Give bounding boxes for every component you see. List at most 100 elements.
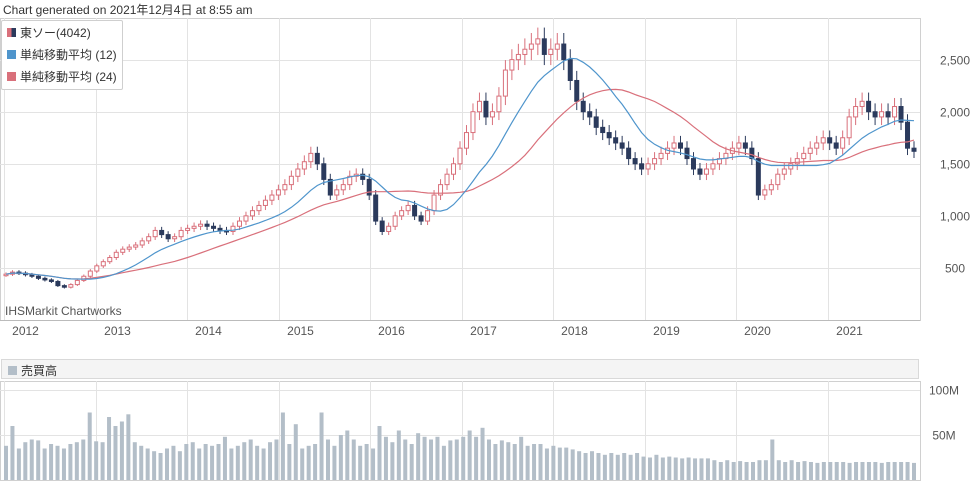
candle-body <box>652 158 658 165</box>
volume-bar <box>590 451 595 480</box>
candle-body <box>100 261 106 267</box>
volume-bar <box>602 454 607 480</box>
year-tick-label: 2021 <box>836 324 863 338</box>
candle-body <box>152 229 158 238</box>
candle-body <box>113 251 119 259</box>
volume-bar <box>448 440 453 480</box>
volume-bar <box>409 444 414 480</box>
candle-body <box>703 168 709 175</box>
volume-legend-label: 売買高 <box>21 364 58 378</box>
volume-bar <box>119 421 124 480</box>
candle-body <box>762 189 768 196</box>
legend-item-ma24[interactable]: 単純移動平均 (24) <box>7 67 117 85</box>
candle-body <box>269 194 275 201</box>
candle-body <box>736 142 742 149</box>
candle-body <box>801 152 807 160</box>
year-tick-label: 2013 <box>104 324 131 338</box>
candle-body <box>483 100 489 118</box>
price-tick-label: 1,000 <box>940 210 970 224</box>
volume-bar <box>158 453 163 480</box>
candle-body <box>522 48 528 55</box>
volume-bar <box>622 453 627 480</box>
volume-bar <box>557 447 562 480</box>
volume-bar <box>107 417 112 480</box>
volume-bar <box>74 442 79 480</box>
volume-bar <box>647 457 652 480</box>
candle-body <box>327 178 333 196</box>
volume-bar <box>686 457 691 480</box>
candle-body <box>61 285 67 288</box>
volume-bar <box>680 458 685 480</box>
candle-body <box>678 142 684 149</box>
volume-legend-item[interactable]: 売買高 <box>8 362 57 379</box>
volume-bar <box>203 444 208 480</box>
volume-bar <box>486 439 491 480</box>
volume-bar <box>525 445 530 480</box>
volume-bar <box>345 430 350 480</box>
candle-body <box>541 38 547 55</box>
candle-body <box>301 161 307 170</box>
candle-body <box>833 142 839 149</box>
legend-item-ma12[interactable]: 単純移動平均 (12) <box>7 45 117 63</box>
candle-body <box>204 223 210 227</box>
volume-bar <box>325 439 330 480</box>
volume-bar <box>744 462 749 480</box>
volume-bar <box>454 439 459 480</box>
candle-body <box>139 240 145 246</box>
volume-bar <box>403 439 408 480</box>
volume-bar <box>274 439 279 480</box>
volume-bar <box>609 453 614 480</box>
volume-bar <box>338 435 343 480</box>
volume-bar <box>306 445 311 480</box>
candle-body <box>308 152 314 163</box>
candle-body <box>684 147 690 160</box>
volume-bar <box>364 444 369 480</box>
candle-body <box>866 100 872 113</box>
candle-body <box>658 152 664 160</box>
candle-body <box>295 168 301 177</box>
candle-body <box>321 163 327 180</box>
volume-bar <box>808 462 813 480</box>
candle-body <box>626 147 632 160</box>
candle-body <box>820 137 826 144</box>
candle-body <box>580 100 586 113</box>
volume-bar <box>23 442 28 480</box>
candle-body <box>68 284 74 288</box>
volume-bar <box>583 453 588 480</box>
volume-bar <box>512 444 517 480</box>
candle-body <box>94 265 100 272</box>
candle-body <box>645 163 651 170</box>
volume-bar <box>673 457 678 480</box>
volume-bar <box>757 460 762 480</box>
legend-item-price[interactable]: 東ソー(4042) <box>7 23 91 41</box>
volume-bar <box>164 448 169 480</box>
candle-body <box>159 229 165 236</box>
candle-body <box>632 158 638 165</box>
price-tick-label: 2,500 <box>940 54 970 68</box>
volume-bar <box>519 436 524 480</box>
year-tick-label: 2020 <box>744 324 771 338</box>
volume-bar <box>87 412 92 480</box>
volume-bar <box>55 445 60 480</box>
candle-body <box>243 215 249 222</box>
watermark-text: IHSMarkit Chartworks <box>5 304 122 318</box>
candle-body <box>548 48 554 55</box>
volume-bar <box>615 454 620 480</box>
candle-body <box>457 147 463 165</box>
volume-bar <box>139 445 144 480</box>
candle-body <box>528 43 534 50</box>
candle-body <box>749 147 755 160</box>
volume-bar <box>596 453 601 480</box>
candle-body <box>898 106 904 123</box>
volume-bar <box>441 445 446 480</box>
candle-body <box>476 100 482 113</box>
candle-body <box>191 225 197 229</box>
volume-bar <box>725 460 730 480</box>
volume-bar <box>184 444 189 480</box>
volume-bar <box>177 451 182 480</box>
candle-body <box>788 163 794 170</box>
volume-bar <box>544 448 549 480</box>
volume-bar <box>899 462 904 480</box>
candle-body <box>42 277 48 281</box>
volume-bar <box>667 456 672 480</box>
